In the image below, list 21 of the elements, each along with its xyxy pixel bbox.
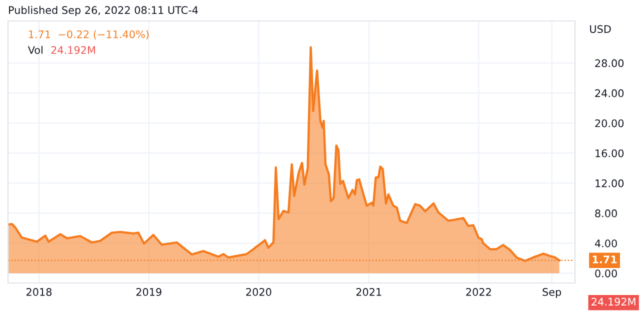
y-tick-label: 8.00 [595,209,617,218]
annotation: 24.192M [51,46,95,54]
y-tick-label: 12.00 [596,179,624,188]
x-tick-label: 2020 [246,288,272,296]
y-axis-title: USD [590,25,611,33]
annotation: 1.71 −0.22 (−11.40%) [28,30,149,40]
text: 24.192M [592,298,636,306]
x-tick-label: 2018 [26,288,52,296]
chart-title: Published Sep 26, 2022 08:11 UTC-4 [9,6,198,16]
y-tick-label: 20.00 [595,119,624,128]
x-tick-label: 2019 [136,288,162,296]
annotation: Vol [28,46,42,54]
y-tick-label: 4.00 [594,239,617,248]
y-tick-label: 24.00 [595,89,624,98]
x-tick-label: 2022 [466,288,491,296]
y-tick-label: 16.00 [596,149,624,158]
x-tick-label: Sep [542,288,562,298]
ref-line-label: 1.71 [592,256,617,264]
y-tick-label: 28.00 [595,59,624,68]
y-tick-label: 0.00 [595,269,617,278]
x-tick-label: 2021 [356,288,382,296]
